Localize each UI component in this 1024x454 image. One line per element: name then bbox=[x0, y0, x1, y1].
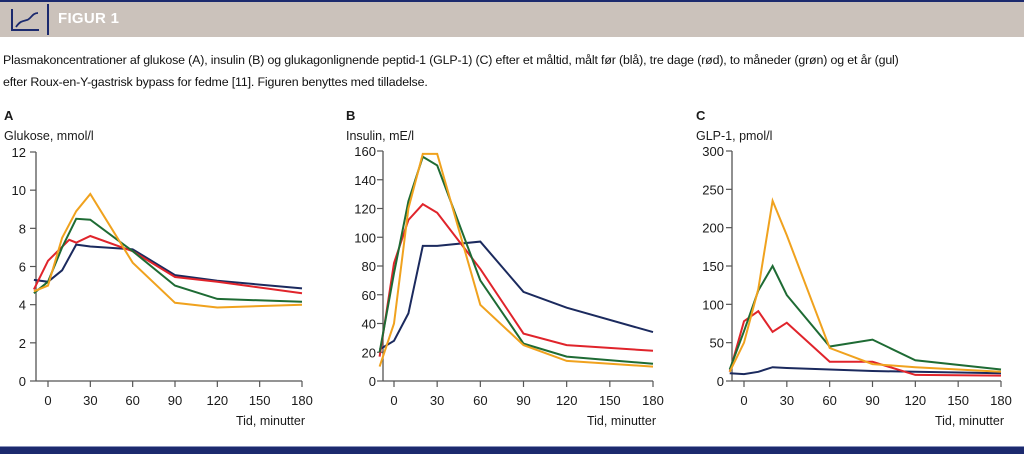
y-tick-label: 40 bbox=[362, 317, 376, 332]
y-axis-label: Insulin, mE/l bbox=[346, 129, 414, 143]
x-tick-label: 60 bbox=[473, 393, 487, 408]
x-tick-label: 0 bbox=[390, 393, 397, 408]
figure-title: FIGUR 1 bbox=[58, 10, 120, 27]
figure-header: FIGUR 1 bbox=[0, 2, 1024, 37]
footer-rule bbox=[0, 446, 1024, 454]
x-tick-label: 60 bbox=[822, 393, 836, 408]
y-tick-label: 4 bbox=[19, 298, 26, 313]
x-tick-label: 30 bbox=[83, 393, 97, 408]
x-tick-label: 180 bbox=[990, 393, 1012, 408]
x-tick-label: 0 bbox=[740, 393, 747, 408]
y-tick-label: 20 bbox=[362, 345, 376, 360]
y-tick-label: 120 bbox=[354, 202, 376, 217]
series-line-one-year bbox=[728, 197, 1002, 373]
y-tick-label: 10 bbox=[12, 183, 26, 198]
x-tick-label: 0 bbox=[44, 393, 51, 408]
series-line-before bbox=[33, 243, 303, 290]
y-axis-label: GLP-1, pmol/l bbox=[696, 129, 772, 143]
y-tick-label: 160 bbox=[354, 144, 376, 159]
y-tick-label: 50 bbox=[710, 336, 724, 351]
y-axis-label: Glukose, mmol/l bbox=[4, 129, 94, 143]
y-tick-label: 300 bbox=[702, 144, 724, 159]
y-tick-label: 140 bbox=[354, 173, 376, 188]
line-chart-icon bbox=[11, 9, 39, 31]
x-axis-label: Tid, minutter bbox=[236, 414, 305, 428]
chart-panel-b: B Insulin, mE/l 0 20 40 60 80 100 120 140 160 0 30 60… bbox=[346, 108, 664, 428]
y-tick-label: 8 bbox=[19, 221, 26, 236]
y-tick-label: 100 bbox=[702, 297, 724, 312]
y-tick-label: 60 bbox=[362, 288, 376, 303]
y-tick-label: 200 bbox=[702, 221, 724, 236]
header-top-rule bbox=[0, 0, 1024, 2]
y-tick-label: 6 bbox=[19, 260, 26, 275]
x-tick-label: 120 bbox=[206, 393, 228, 408]
y-tick-label: 0 bbox=[717, 374, 724, 389]
series-line-before bbox=[379, 240, 654, 351]
panel-label: A bbox=[4, 108, 14, 123]
x-axis-label: Tid, minutter bbox=[935, 414, 1004, 428]
chart-panel-c: C GLP-1, pmol/l 0 50 100 150 200 250 300 0 30 60 90 1… bbox=[696, 108, 1012, 428]
header-divider bbox=[47, 4, 49, 35]
y-tick-label: 0 bbox=[19, 374, 26, 389]
series-line-two-months bbox=[378, 155, 654, 365]
series-line-one-year bbox=[33, 192, 303, 309]
panel-label: C bbox=[696, 108, 706, 123]
caption-line-2: efter Roux-en-Y-gastrisk bypass for fedm… bbox=[3, 75, 428, 89]
series-line-before bbox=[729, 366, 1002, 376]
y-tick-label: 100 bbox=[354, 230, 376, 245]
series-line-two-months bbox=[33, 217, 303, 303]
x-axis-label: Tid, minutter bbox=[587, 414, 656, 428]
x-tick-label: 180 bbox=[642, 393, 664, 408]
x-tick-label: 90 bbox=[516, 393, 530, 408]
y-tick-label: 150 bbox=[702, 259, 724, 274]
y-tick-label: 0 bbox=[369, 374, 376, 389]
series-line-one-year bbox=[378, 152, 654, 368]
x-tick-label: 120 bbox=[556, 393, 578, 408]
figure-caption: Plasmakoncentrationer af glukose (A), in… bbox=[3, 49, 1021, 93]
x-tick-label: 150 bbox=[947, 393, 969, 408]
series-line-three-days bbox=[33, 234, 303, 295]
y-tick-label: 80 bbox=[362, 259, 376, 274]
y-tick-label: 250 bbox=[702, 182, 724, 197]
series-line-two-months bbox=[728, 263, 1002, 371]
caption-line-1: Plasmakoncentrationer af glukose (A), in… bbox=[3, 53, 899, 67]
y-tick-label: 12 bbox=[12, 145, 26, 160]
x-tick-label: 60 bbox=[125, 393, 139, 408]
x-tick-label: 150 bbox=[599, 393, 621, 408]
x-tick-label: 120 bbox=[904, 393, 926, 408]
x-tick-label: 30 bbox=[780, 393, 794, 408]
panel-label: B bbox=[346, 108, 355, 123]
y-tick-label: 2 bbox=[19, 336, 26, 351]
x-tick-label: 90 bbox=[865, 393, 879, 408]
x-tick-label: 30 bbox=[430, 393, 444, 408]
x-tick-label: 180 bbox=[291, 393, 313, 408]
x-tick-label: 90 bbox=[168, 393, 182, 408]
x-tick-label: 150 bbox=[249, 393, 271, 408]
